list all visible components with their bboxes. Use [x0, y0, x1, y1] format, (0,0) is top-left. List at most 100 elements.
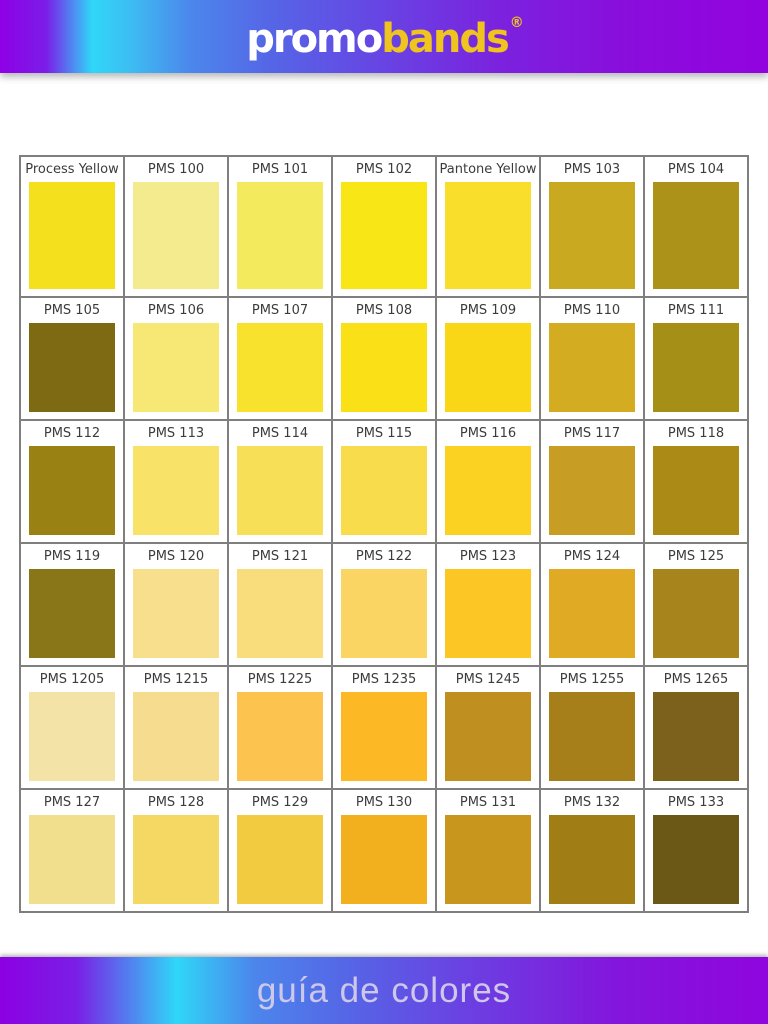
swatch-label: PMS 1205 — [39, 672, 105, 687]
swatch-label: PMS 124 — [563, 549, 621, 564]
swatch-cell: PMS 1265 — [645, 667, 747, 788]
swatch-cell: PMS 130 — [333, 790, 435, 911]
swatch-label: PMS 1245 — [455, 672, 521, 687]
color-swatch — [237, 569, 323, 658]
swatch-cell: PMS 122 — [333, 544, 435, 665]
swatch-label: PMS 119 — [43, 549, 101, 564]
swatch-cell: PMS 127 — [21, 790, 123, 911]
swatch-label: PMS 132 — [563, 795, 621, 810]
color-swatch — [341, 692, 427, 781]
swatch-cell: PMS 118 — [645, 421, 747, 542]
swatch-cell: PMS 132 — [541, 790, 643, 911]
color-swatch — [549, 323, 635, 412]
swatch-cell: PMS 113 — [125, 421, 227, 542]
swatch-cell: Pantone Yellow — [437, 157, 539, 296]
swatch-cell: PMS 108 — [333, 298, 435, 419]
color-swatch — [341, 569, 427, 658]
swatch-cell: PMS 110 — [541, 298, 643, 419]
swatch-cell: PMS 129 — [229, 790, 331, 911]
color-swatch — [653, 446, 739, 535]
swatch-cell: PMS 124 — [541, 544, 643, 665]
swatch-label: Pantone Yellow — [439, 162, 537, 177]
swatch-label: PMS 130 — [355, 795, 413, 810]
swatch-cell: PMS 112 — [21, 421, 123, 542]
swatch-label: PMS 116 — [459, 426, 517, 441]
logo-text-bands: bands — [381, 15, 510, 62]
swatch-cell: PMS 117 — [541, 421, 643, 542]
swatch-label: PMS 1255 — [559, 672, 625, 687]
color-swatch — [133, 815, 219, 904]
swatch-cell: PMS 114 — [229, 421, 331, 542]
swatch-label: PMS 131 — [459, 795, 517, 810]
swatch-label: PMS 103 — [563, 162, 621, 177]
swatch-cell: PMS 120 — [125, 544, 227, 665]
swatch-cell: PMS 103 — [541, 157, 643, 296]
swatch-cell: PMS 1205 — [21, 667, 123, 788]
swatch-label: PMS 1215 — [143, 672, 209, 687]
color-swatch — [549, 182, 635, 289]
swatch-label: PMS 105 — [43, 303, 101, 318]
swatch-label: PMS 104 — [667, 162, 725, 177]
swatch-cell: PMS 116 — [437, 421, 539, 542]
color-swatch — [29, 323, 115, 412]
color-swatch — [445, 815, 531, 904]
swatch-label: PMS 1265 — [663, 672, 729, 687]
swatch-label: PMS 111 — [667, 303, 725, 318]
swatch-cell: PMS 119 — [21, 544, 123, 665]
logo-text-promo: promo — [246, 15, 383, 62]
swatch-label: PMS 115 — [355, 426, 413, 441]
color-swatch — [653, 692, 739, 781]
color-swatch — [133, 446, 219, 535]
color-swatch — [653, 569, 739, 658]
swatch-label: PMS 100 — [147, 162, 205, 177]
swatch-cell: PMS 1215 — [125, 667, 227, 788]
color-swatch — [133, 323, 219, 412]
swatch-label: PMS 121 — [251, 549, 309, 564]
swatch-label: PMS 133 — [667, 795, 725, 810]
swatch-cell: PMS 100 — [125, 157, 227, 296]
swatch-label: PMS 108 — [355, 303, 413, 318]
color-swatch — [549, 569, 635, 658]
swatch-label: PMS 122 — [355, 549, 413, 564]
swatch-label: PMS 107 — [251, 303, 309, 318]
color-swatch — [237, 815, 323, 904]
color-swatch — [653, 323, 739, 412]
registered-trademark-icon: ® — [509, 15, 524, 32]
promobands-logo: promobands ® — [246, 15, 524, 62]
color-swatch — [133, 182, 219, 289]
swatch-cell: PMS 1255 — [541, 667, 643, 788]
swatch-cell: PMS 123 — [437, 544, 539, 665]
color-swatch — [445, 692, 531, 781]
swatch-cell: PMS 102 — [333, 157, 435, 296]
swatch-label: PMS 1235 — [351, 672, 417, 687]
color-swatch — [133, 692, 219, 781]
color-swatch — [549, 815, 635, 904]
color-swatch — [653, 182, 739, 289]
swatch-cell: PMS 101 — [229, 157, 331, 296]
swatch-cell: PMS 109 — [437, 298, 539, 419]
color-swatch — [29, 182, 115, 289]
swatch-label: PMS 109 — [459, 303, 517, 318]
swatch-cell: PMS 128 — [125, 790, 227, 911]
swatch-label: PMS 106 — [147, 303, 205, 318]
swatch-label: PMS 128 — [147, 795, 205, 810]
color-swatch — [29, 815, 115, 904]
swatch-cell: PMS 121 — [229, 544, 331, 665]
color-swatch — [133, 569, 219, 658]
swatch-label: PMS 113 — [147, 426, 205, 441]
swatch-cell: Process Yellow — [21, 157, 123, 296]
swatch-label: PMS 118 — [667, 426, 725, 441]
swatch-cell: PMS 104 — [645, 157, 747, 296]
swatch-label: PMS 127 — [43, 795, 101, 810]
color-guide-table: Process Yellow PMS 100 PMS 101 PMS 102 Panto… — [19, 155, 749, 913]
color-swatch — [341, 323, 427, 412]
swatch-cell: PMS 1225 — [229, 667, 331, 788]
color-swatch — [341, 446, 427, 535]
swatch-label: PMS 125 — [667, 549, 725, 564]
swatch-label: PMS 102 — [355, 162, 413, 177]
swatch-label: PMS 110 — [563, 303, 621, 318]
swatch-label: PMS 114 — [251, 426, 309, 441]
color-swatch — [445, 323, 531, 412]
swatch-cell: PMS 131 — [437, 790, 539, 911]
